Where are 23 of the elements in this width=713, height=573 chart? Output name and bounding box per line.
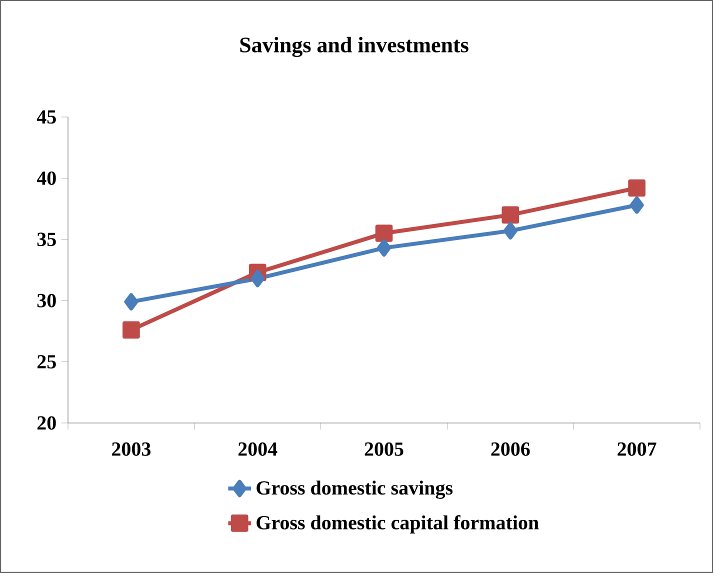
- point: [502, 206, 520, 224]
- point: [124, 293, 138, 310]
- point: [375, 224, 393, 242]
- x-tick-label: 2007: [618, 442, 656, 456]
- legend-label: Gross domestic savings: [256, 480, 453, 499]
- x-tick-label: 2004: [238, 442, 278, 456]
- point: [122, 321, 140, 339]
- point: [503, 222, 518, 240]
- point: [250, 270, 265, 288]
- y-tick-label: 30: [37, 294, 56, 308]
- point: [628, 179, 646, 197]
- y-tick-label: 35: [37, 232, 56, 246]
- x-tick-label: 2005: [364, 442, 404, 456]
- y-tick-label: 20: [37, 416, 56, 430]
- y-tick-label: 45: [36, 110, 56, 124]
- x-tick-label: 2006: [491, 442, 530, 456]
- point: [630, 196, 644, 214]
- legend-label: Gross domestic capital formation: [256, 515, 539, 534]
- chart-title: Savings and investments: [240, 36, 468, 58]
- y-tick-label: 25: [37, 355, 56, 368]
- point: [377, 239, 392, 257]
- y-tick-label: 40: [36, 171, 56, 185]
- x-tick-label: 2003: [112, 442, 151, 456]
